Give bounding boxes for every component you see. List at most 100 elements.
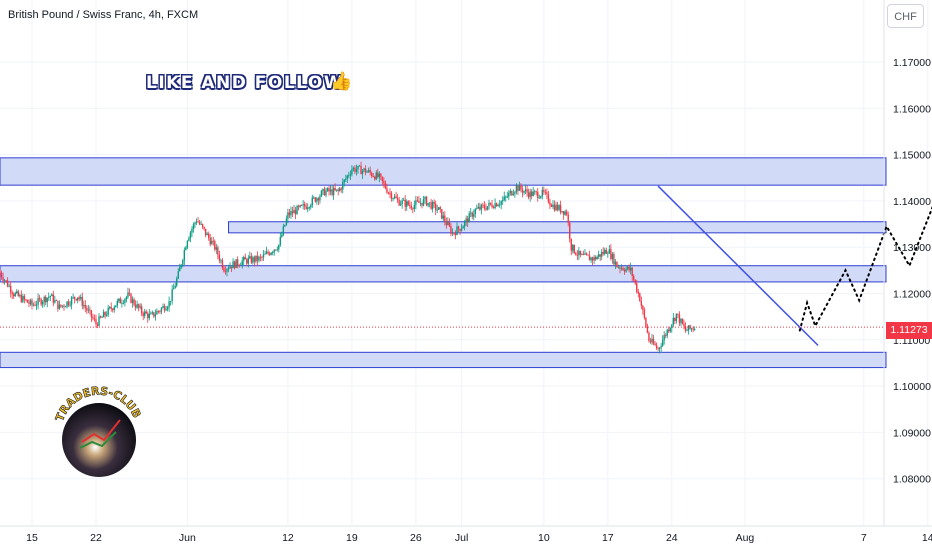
candle-body	[316, 198, 318, 202]
candle-body	[174, 285, 176, 289]
candle-body	[52, 294, 55, 303]
x-tick-label: Jun	[179, 532, 196, 544]
candle-body	[591, 257, 594, 261]
zone-rectangle	[0, 265, 887, 283]
candle-body	[264, 253, 266, 255]
candle-body	[410, 205, 413, 209]
support-resistance-zones	[0, 157, 887, 369]
candle-body	[674, 317, 676, 321]
candle-body	[313, 197, 315, 199]
candle-body	[169, 300, 172, 302]
candle-body	[349, 174, 352, 176]
price-axis[interactable]: 1.17000 1.16000 1.15000 1.14000 1.13000 1.120…	[883, 0, 931, 526]
candle-body	[66, 301, 68, 307]
candle-body	[616, 261, 618, 268]
candle-body	[655, 345, 658, 349]
candle-body	[660, 346, 662, 348]
candle-body	[466, 218, 469, 223]
candle-body	[160, 307, 163, 312]
candle-body	[127, 292, 129, 297]
candle-body	[308, 207, 310, 209]
candle-body	[303, 204, 306, 207]
candle-body	[29, 300, 32, 304]
candle-body	[80, 297, 82, 299]
zone-rectangle	[0, 157, 887, 186]
candle-body	[37, 298, 39, 305]
candle-body	[424, 197, 426, 200]
candle-body	[672, 317, 675, 325]
candle-body	[451, 232, 454, 234]
candle-body	[144, 311, 146, 316]
candle-body	[247, 258, 250, 264]
candle-body	[430, 202, 432, 209]
candle-body	[284, 224, 286, 227]
candle-body	[637, 291, 639, 294]
candle-body	[416, 200, 419, 202]
candle-body	[406, 201, 408, 207]
candle-body	[13, 294, 15, 297]
candle-body	[128, 292, 131, 294]
candle-body	[669, 327, 671, 332]
candle-body	[107, 307, 109, 316]
candle-body	[361, 170, 364, 175]
candle-body	[218, 254, 221, 261]
candle-body	[607, 253, 609, 255]
candle-body	[255, 255, 257, 262]
candle-body	[293, 209, 295, 214]
candle-body	[515, 185, 518, 192]
candle-body	[166, 307, 169, 310]
candle-body	[652, 338, 655, 344]
candle-body	[69, 304, 71, 306]
y-tick-label: 1.12000	[893, 289, 931, 301]
candle-body	[276, 249, 278, 251]
candle-body	[265, 251, 268, 254]
currency-button[interactable]: CHF	[887, 4, 924, 28]
candle-body	[116, 301, 119, 306]
candle-body	[211, 240, 213, 245]
zone-rectangle	[0, 351, 887, 369]
candle-body	[585, 253, 588, 255]
candle-body	[172, 288, 175, 290]
candle-body	[524, 189, 527, 191]
candle-body	[343, 179, 345, 183]
x-tick-label: 15	[26, 532, 38, 544]
candle-body	[224, 271, 227, 273]
candle-body	[334, 188, 336, 191]
candle-body	[110, 306, 112, 309]
candle-body	[488, 202, 490, 207]
candle-body	[278, 244, 280, 250]
candle-body	[63, 305, 65, 307]
candle-body	[473, 213, 475, 217]
candle-body	[6, 280, 9, 287]
candle-body	[404, 199, 406, 207]
candle-body	[561, 211, 563, 213]
candle-body	[384, 183, 387, 189]
time-axis[interactable]: 15 22 Jun 12 19 26 Jul 10 17 24 Aug 7 14	[0, 525, 932, 544]
candle-body	[573, 244, 576, 253]
candle-body	[197, 221, 199, 223]
candle-body	[346, 175, 349, 179]
candle-body	[200, 224, 202, 225]
candle-body	[567, 214, 569, 223]
candle-body	[157, 311, 160, 312]
candle-body	[587, 254, 589, 256]
y-tick-label: 1.09000	[893, 427, 931, 439]
candle-body	[387, 192, 390, 194]
candle-body	[601, 252, 603, 257]
candle-body	[41, 302, 44, 305]
candle-body	[102, 312, 105, 318]
candle-body	[236, 259, 239, 266]
candle-body	[415, 200, 417, 205]
candle-body	[671, 324, 673, 328]
candle-body	[305, 206, 307, 209]
candle-body	[191, 229, 193, 233]
candle-body	[279, 237, 282, 245]
candle-body	[145, 311, 147, 314]
candle-body	[590, 257, 592, 261]
candle-body	[517, 185, 519, 191]
candle-body	[223, 267, 225, 272]
x-tick-label: 22	[90, 532, 102, 544]
candle-body	[290, 211, 292, 216]
candle-body	[605, 249, 607, 254]
